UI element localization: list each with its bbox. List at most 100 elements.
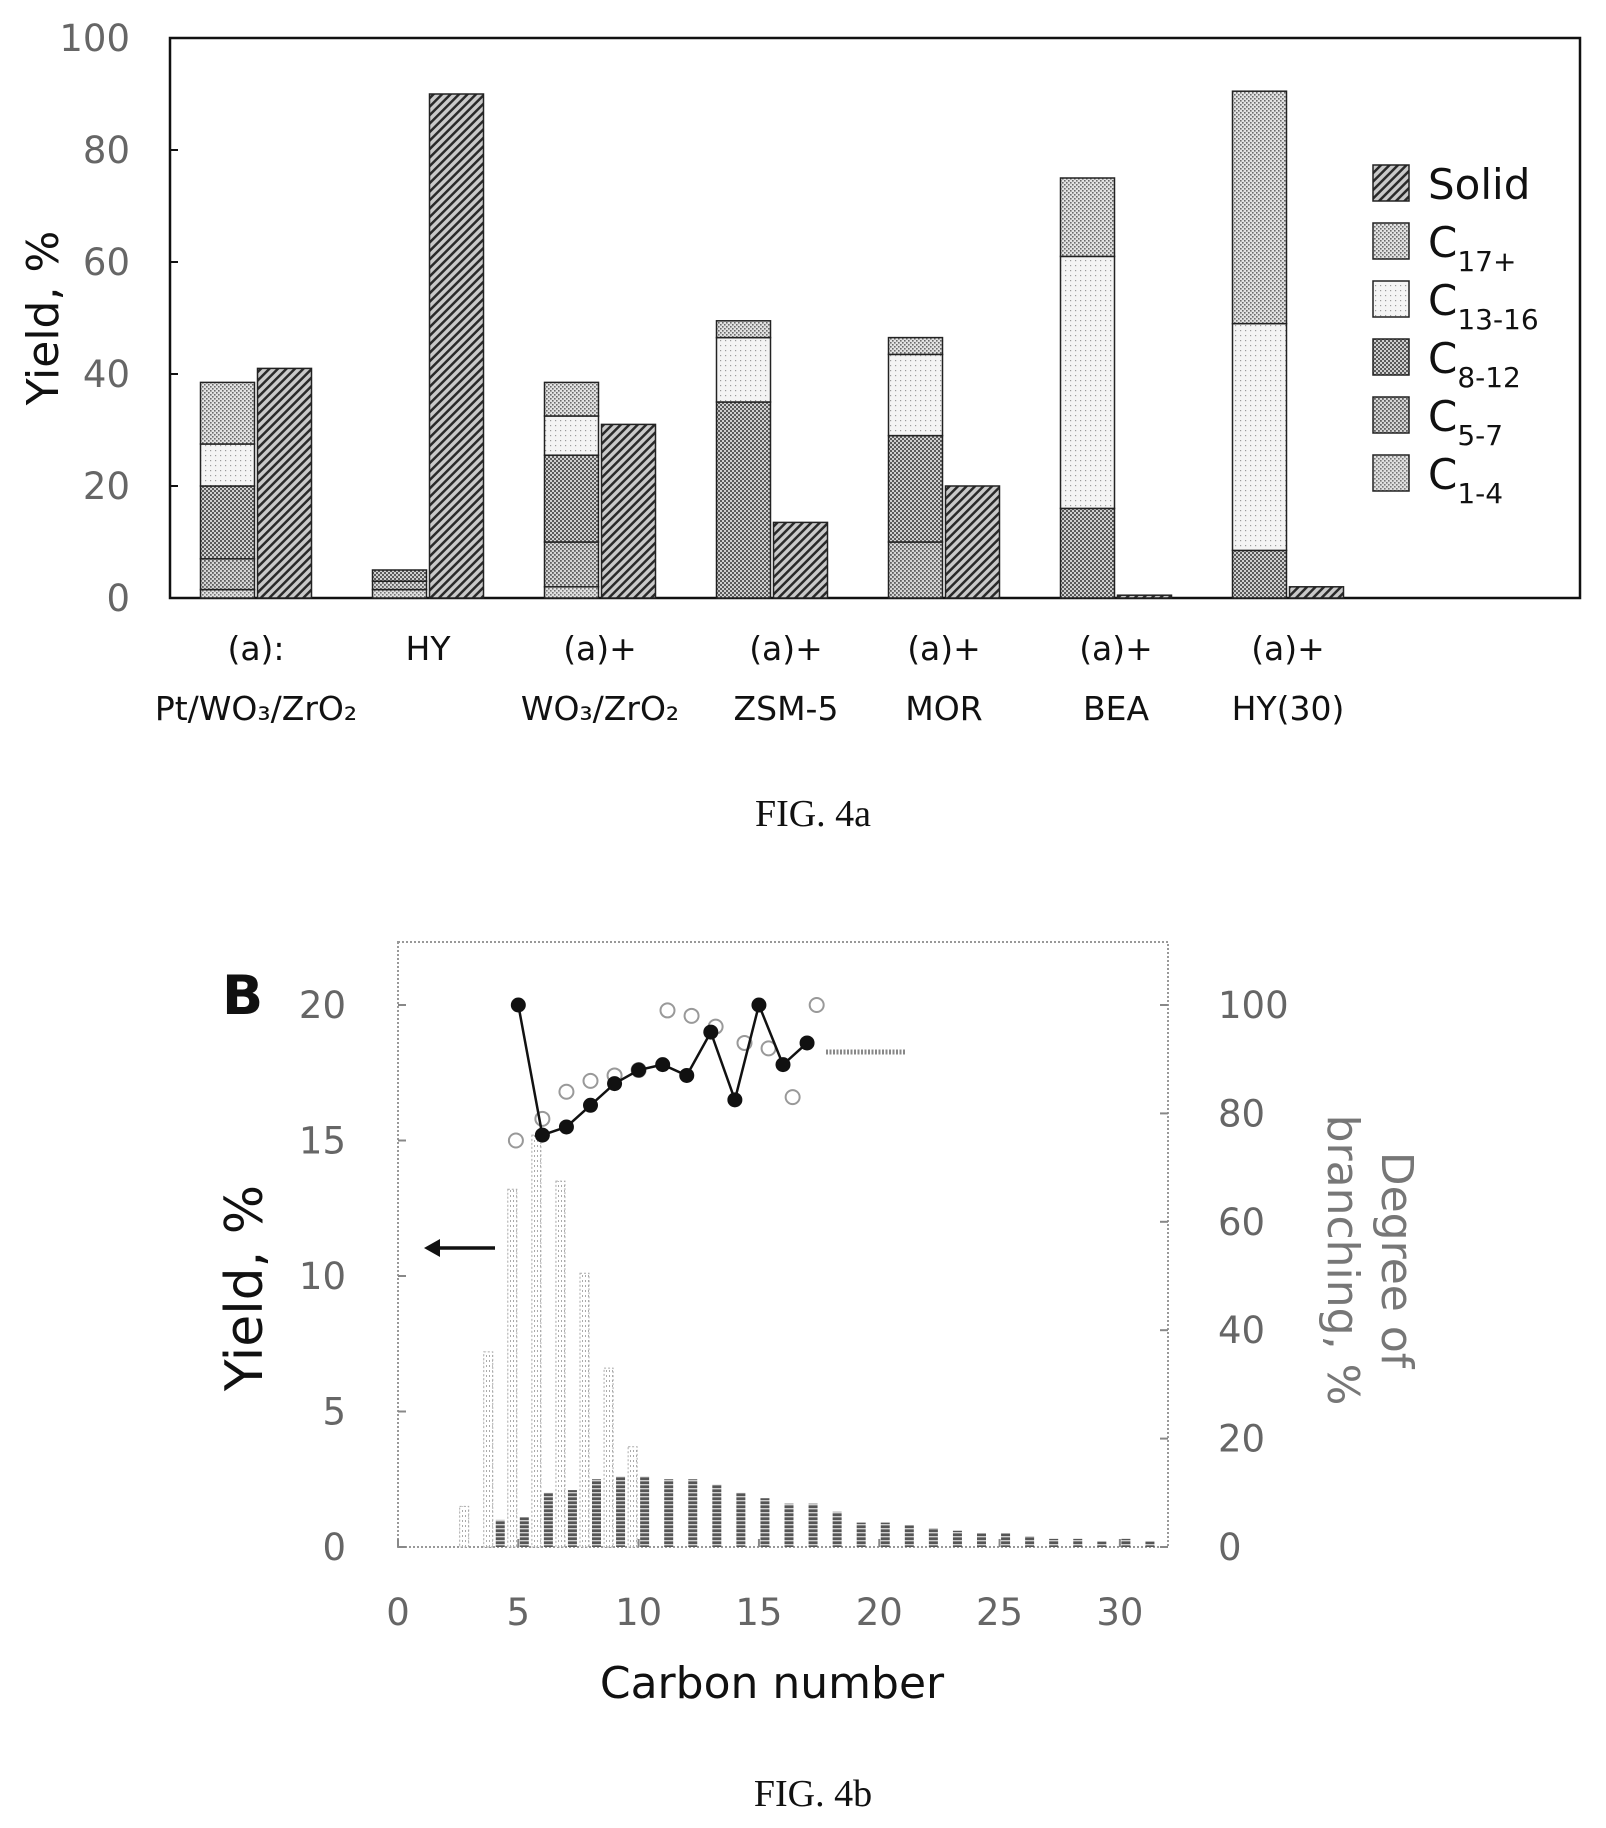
legend-label-c17: C17+ [1428,218,1516,278]
legend-label-main: Solid [1428,160,1530,209]
bar-dark [784,1503,794,1547]
legend-label-c8: C8-12 [1428,334,1521,394]
legend-label-main: C [1428,450,1457,499]
bar-dark [808,1503,818,1547]
bar-dark [1025,1536,1035,1547]
bar-solid [256,367,313,599]
bar-segment-c1 [371,588,428,599]
right-y-tick-label: 100 [1218,984,1289,1027]
x-tick-label: 5 [507,1591,531,1634]
legend-swatch-c13 [1372,280,1410,318]
bar-light [459,1505,470,1548]
bar-dark [640,1476,650,1547]
left-y-tick-label: 20 [299,984,346,1027]
legend-swatch-c5 [1372,396,1410,434]
legend-label-subscript: 17+ [1457,245,1516,278]
bar-segment-c17 [543,381,600,417]
filled-circle-point [583,1097,598,1113]
bar-segment-c1 [543,586,600,599]
bar-segment-c8 [1231,549,1288,599]
bar-segment-c13 [543,415,600,456]
bar-segment-c1 [199,588,256,599]
right-y-tick-label: 0 [1218,1526,1242,1569]
bar-solid [1116,594,1173,599]
filled-circle-point [655,1057,671,1073]
bar-dark [664,1479,674,1547]
filled-circle-point [679,1067,695,1083]
filled-circle-point [534,1127,550,1143]
right-axis-label-line2: branching, % [1317,1115,1368,1406]
bar-dark [880,1522,890,1547]
bar-segment-c8 [543,454,600,543]
bar-dark [977,1533,986,1547]
category-label-line1: (a)+ [563,629,637,668]
bar-segment-c5 [199,558,256,591]
category-label-line1: (a)+ [1079,629,1153,668]
category-label-line2: Pt/WO₃/ZrO₂ [155,689,357,728]
open-circle-point [683,1007,700,1024]
category-label-line1: HY [406,629,452,668]
bar-dark [519,1517,529,1547]
bar-dark [904,1525,914,1547]
bar-segment-c17 [1231,90,1288,325]
right-axis-label-line1: Degree of [1371,1152,1422,1370]
filled-circle-point [703,1024,719,1040]
bar-dark [592,1479,601,1547]
bar-dark [832,1511,842,1547]
bar-segment-c17 [887,336,944,356]
bar-segment-c13 [1059,255,1116,510]
left-axis-arrow [424,1239,495,1257]
fig-4a-caption: FIG. 4a [755,793,871,835]
bar-dark [1145,1541,1155,1547]
bar-dark [856,1522,866,1547]
bar-dark [495,1519,505,1547]
bar-light [603,1367,614,1548]
x-tick-label: 20 [856,1591,903,1634]
left-y-tick-label: 10 [299,1255,346,1298]
right-y-tick-label: 80 [1218,1092,1265,1135]
bar-dark [928,1528,938,1547]
bar-segment-c17 [715,320,772,339]
left-y-tick-label: 5 [322,1391,346,1434]
panel-a-y-axis: 0 20 40 60 80 100 [59,17,178,620]
bar-segment-c8 [199,485,256,560]
bar-segment-c13 [1231,322,1288,552]
bar-light [627,1446,638,1548]
legend-swatch-solid [1372,164,1410,202]
legend-label-subscript: 5-7 [1457,419,1503,452]
open-circle-point [659,1002,676,1019]
legend-label-solid: Solid [1428,160,1530,209]
bar-segment-c8 [371,569,428,582]
panel-a-y-axis-label: Yield, % [18,231,69,407]
bar-solid [772,521,829,599]
legend-label-main: C [1428,334,1457,383]
bar-dark [1121,1538,1131,1547]
open-circle-point [507,1132,524,1149]
bar-segment-c5 [543,541,600,588]
x-tick-label: 30 [1096,1591,1143,1634]
bar-segment-c13 [199,443,256,487]
x-tick-label: 25 [976,1591,1023,1634]
bar-solid [600,423,657,599]
y-tick-label: 0 [106,577,130,620]
legend-label-c5: C5-7 [1428,392,1503,452]
x-tick-label: 0 [386,1591,410,1634]
panel-b-y-axis-label: Yield, % [215,1185,275,1392]
legend-label-main: C [1428,276,1457,325]
filled-circle-point [607,1076,623,1092]
bar-solid [944,485,1001,599]
bar-dark [712,1484,722,1547]
legend-label-subscript: 13-16 [1457,303,1538,336]
panel-b-bars [459,1134,1155,1548]
bar-segment-c8 [887,434,944,543]
bar-dark [1001,1533,1011,1547]
right-y-tick-label: 20 [1218,1418,1265,1461]
category-label-line1: (a): [227,629,284,668]
filled-circle-point [631,1062,647,1078]
category-label-line1: (a)+ [1251,629,1325,668]
bar-solid [428,93,485,599]
bar-segment-c13 [715,336,772,403]
